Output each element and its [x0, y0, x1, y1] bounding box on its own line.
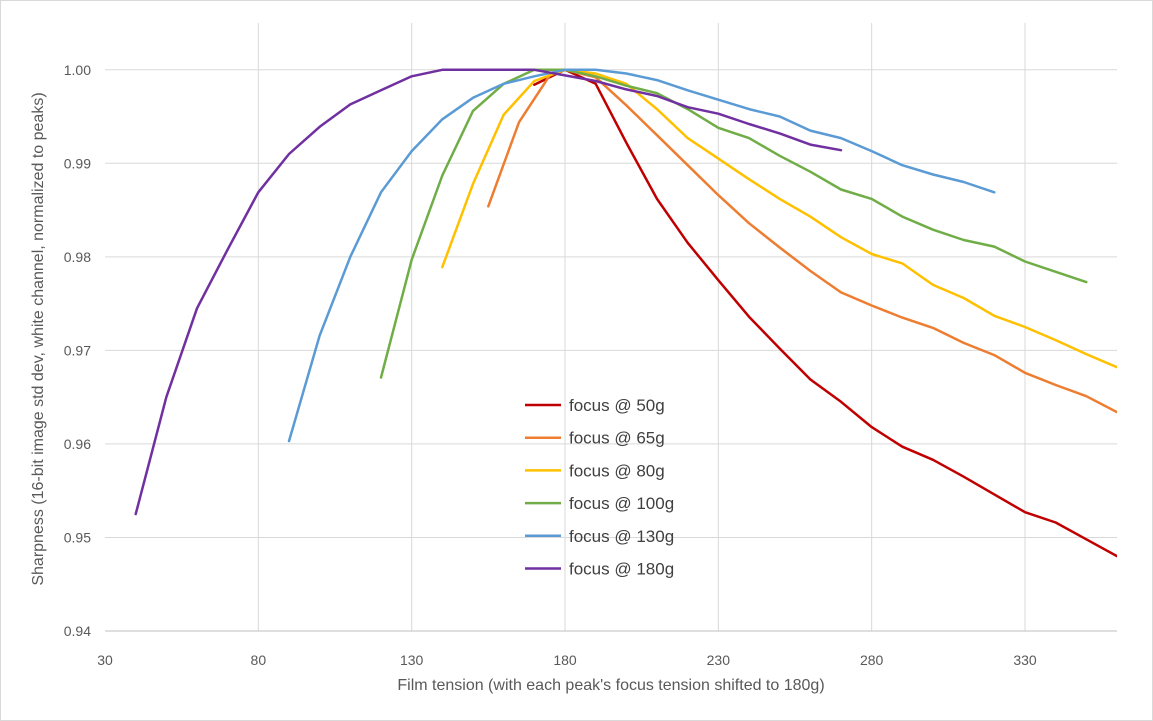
- series-line-4: [379, 68, 1088, 379]
- series-line-3: [441, 68, 1117, 369]
- y-tick-label: 0.98: [64, 249, 91, 265]
- y-tick-label: 0.99: [64, 155, 91, 171]
- legend-label: focus @ 180g: [569, 560, 674, 579]
- legend: focus @ 50g focus @ 65g focus @ 80g focus @…: [525, 396, 674, 579]
- x-tick-label: 30: [97, 652, 113, 668]
- x-tick-label: 230: [707, 652, 731, 668]
- x-tick-label: 180: [553, 652, 577, 668]
- series-line-1: [533, 68, 1117, 558]
- legend-item: focus @ 100g: [525, 494, 674, 513]
- x-axis-ticks: 30 80 130 180 230 280 330: [97, 652, 1037, 668]
- y-axis-title: Sharpness (16-bit image std dev, white c…: [30, 92, 47, 585]
- y-tick-label: 0.97: [64, 342, 91, 358]
- x-tick-label: 80: [251, 652, 267, 668]
- legend-label: focus @ 65g: [569, 429, 665, 448]
- legend-label: focus @ 50g: [569, 396, 665, 415]
- legend-item: focus @ 65g: [525, 429, 665, 448]
- y-axis-ticks: 0.94 0.95 0.96 0.97 0.98 0.99 1.00: [64, 62, 91, 639]
- series-line-2: [487, 68, 1117, 414]
- series-line-5: [287, 68, 996, 443]
- x-tick-label: 130: [400, 652, 424, 668]
- series-lines: [134, 68, 1117, 558]
- legend-label: focus @ 80g: [569, 461, 665, 480]
- y-tick-label: 1.00: [64, 62, 91, 78]
- legend-item: focus @ 80g: [525, 461, 665, 480]
- x-axis-title: Film tension (with each peak's focus ten…: [397, 677, 824, 694]
- y-tick-label: 0.96: [64, 436, 91, 452]
- x-tick-label: 280: [860, 652, 884, 668]
- legend-item: focus @ 180g: [525, 560, 674, 579]
- legend-item: focus @ 50g: [525, 396, 665, 415]
- legend-item: focus @ 130g: [525, 527, 674, 546]
- gridlines: [105, 23, 1117, 631]
- x-tick-label: 330: [1013, 652, 1037, 668]
- legend-label: focus @ 100g: [569, 494, 674, 513]
- legend-label: focus @ 130g: [569, 527, 674, 546]
- y-tick-label: 0.94: [64, 623, 91, 639]
- series-line-6: [134, 68, 843, 516]
- y-tick-label: 0.95: [64, 529, 91, 545]
